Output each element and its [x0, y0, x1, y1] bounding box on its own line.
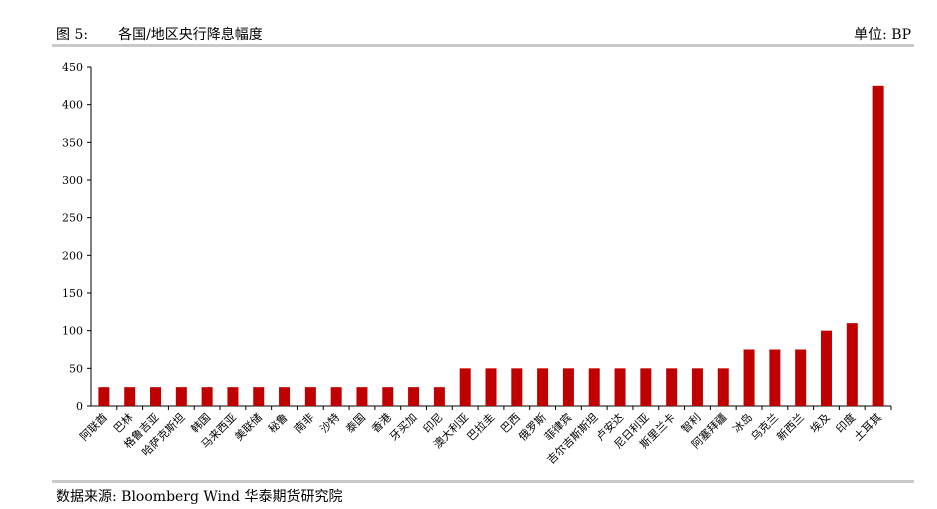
bar	[820, 330, 832, 406]
bar	[150, 387, 162, 406]
bar	[743, 349, 755, 406]
y-tick-label: 400	[62, 99, 83, 112]
bar	[485, 368, 497, 406]
bar	[201, 387, 213, 406]
bar	[769, 349, 781, 406]
bar	[356, 387, 368, 406]
x-tick-label: 沙特	[317, 410, 342, 435]
x-tick-label: 秘鲁	[265, 410, 290, 435]
y-tick-label: 50	[69, 362, 83, 375]
chart-title: 各国/地区央行降息幅度	[118, 27, 263, 43]
y-tick-label: 200	[62, 249, 83, 262]
bar	[253, 387, 265, 406]
y-tick-label: 300	[62, 174, 83, 187]
bar	[717, 368, 729, 406]
bar	[872, 85, 884, 406]
bar	[98, 387, 110, 406]
bar	[562, 368, 574, 406]
bar	[459, 368, 471, 406]
bar	[433, 387, 445, 406]
x-tick-label: 牙买加	[387, 411, 420, 444]
figure-header: 图 5: 各国/地区央行降息幅度	[56, 24, 263, 44]
unit-label: 单位: BP	[854, 27, 911, 43]
bottom-divider	[52, 480, 914, 483]
x-tick-label: 阿联酋	[77, 410, 110, 443]
bar	[511, 368, 523, 406]
top-divider	[52, 44, 914, 47]
bar	[588, 368, 600, 406]
bar	[795, 349, 807, 406]
x-tick-label: 美联储	[232, 410, 265, 443]
x-tick-label: 新西兰	[774, 410, 807, 443]
bar	[175, 387, 187, 406]
y-tick-label: 0	[76, 400, 83, 413]
bar	[227, 387, 239, 406]
bar	[279, 387, 291, 406]
y-tick-label: 150	[62, 287, 83, 300]
chart-bars	[98, 85, 884, 406]
bar	[640, 368, 652, 406]
bar	[691, 368, 703, 406]
x-tick-label: 乌克兰	[748, 410, 781, 443]
bar	[304, 387, 316, 406]
y-tick-label: 100	[62, 325, 83, 338]
x-tick-label: 巴拉圭	[464, 410, 497, 443]
bar	[614, 368, 626, 406]
bar	[846, 323, 858, 406]
figure-label: 图 5:	[56, 27, 89, 43]
x-tick-label: 土耳其	[852, 411, 885, 444]
source-note: 数据来源: Bloomberg Wind 华泰期货研究院	[56, 489, 343, 505]
x-tick-label: 泰国	[343, 410, 368, 435]
bar	[537, 368, 549, 406]
y-axis-ticks: 0 50 100 150 200 250 300 350 400 450	[62, 61, 91, 413]
bar	[124, 387, 136, 406]
bar	[330, 387, 342, 406]
y-tick-label: 450	[62, 61, 83, 74]
y-tick-label: 250	[62, 212, 83, 225]
bar	[382, 387, 394, 406]
bar	[666, 368, 678, 406]
y-tick-label: 350	[62, 136, 83, 149]
x-tick-label: 埃及	[807, 410, 832, 435]
x-tick-label: 南非	[292, 411, 317, 436]
bar	[408, 387, 420, 406]
x-tick-label: 俄罗斯	[516, 411, 549, 444]
